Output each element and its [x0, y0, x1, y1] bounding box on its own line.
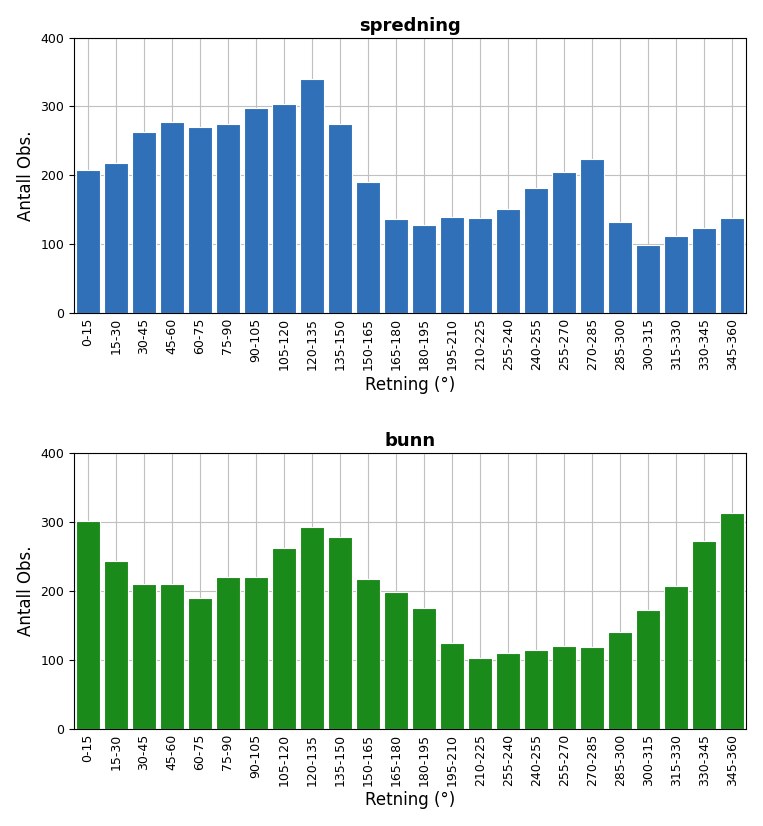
- Bar: [496, 653, 520, 729]
- Bar: [160, 122, 184, 313]
- Bar: [216, 124, 240, 313]
- Bar: [692, 228, 716, 313]
- Bar: [665, 235, 688, 313]
- Bar: [665, 586, 688, 729]
- Bar: [188, 598, 212, 729]
- Bar: [496, 209, 520, 313]
- Bar: [244, 577, 268, 729]
- Y-axis label: Antall Obs.: Antall Obs.: [17, 130, 34, 221]
- Bar: [468, 218, 492, 313]
- Bar: [608, 222, 633, 313]
- Title: spredning: spredning: [359, 17, 461, 35]
- Bar: [412, 225, 436, 313]
- Bar: [581, 159, 604, 313]
- Bar: [356, 579, 380, 729]
- Bar: [244, 108, 268, 313]
- Bar: [524, 649, 548, 729]
- Title: bunn: bunn: [385, 433, 436, 450]
- Bar: [720, 513, 744, 729]
- Bar: [552, 646, 576, 729]
- Bar: [160, 584, 184, 729]
- Bar: [216, 577, 240, 729]
- Bar: [104, 163, 127, 313]
- Bar: [412, 608, 436, 729]
- Bar: [608, 633, 633, 729]
- Bar: [636, 610, 660, 729]
- Bar: [272, 548, 296, 729]
- X-axis label: Retning (°): Retning (°): [365, 376, 456, 393]
- Bar: [524, 188, 548, 313]
- Bar: [468, 658, 492, 729]
- Bar: [552, 173, 576, 313]
- Bar: [328, 538, 352, 729]
- Bar: [440, 643, 464, 729]
- Bar: [132, 132, 156, 313]
- Bar: [636, 245, 660, 313]
- Bar: [76, 521, 100, 729]
- Bar: [272, 104, 296, 313]
- Bar: [440, 217, 464, 313]
- Bar: [132, 584, 156, 729]
- Bar: [328, 124, 352, 313]
- X-axis label: Retning (°): Retning (°): [365, 791, 456, 809]
- Y-axis label: Antall Obs.: Antall Obs.: [17, 546, 34, 636]
- Bar: [384, 219, 408, 313]
- Bar: [300, 79, 324, 313]
- Bar: [356, 182, 380, 313]
- Bar: [300, 527, 324, 729]
- Bar: [692, 541, 716, 729]
- Bar: [581, 648, 604, 729]
- Bar: [720, 218, 744, 313]
- Bar: [188, 127, 212, 313]
- Bar: [76, 170, 100, 313]
- Bar: [384, 592, 408, 729]
- Bar: [104, 561, 127, 729]
